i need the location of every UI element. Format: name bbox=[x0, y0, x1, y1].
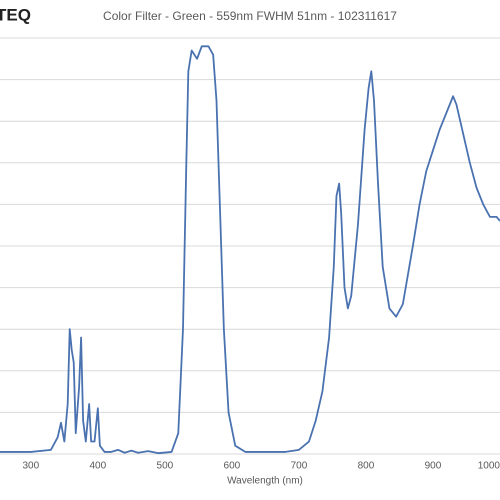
x-tick-label: 600 bbox=[224, 461, 241, 472]
x-tick-label: 900 bbox=[425, 461, 442, 472]
logo: TEQ bbox=[0, 5, 31, 24]
x-tick-label: 800 bbox=[358, 461, 375, 472]
x-tick-label: 300 bbox=[22, 461, 39, 472]
x-tick-label: 400 bbox=[90, 461, 107, 472]
spectrum-line bbox=[0, 45, 500, 455]
x-axis-title: Wavelength (nm) bbox=[227, 476, 303, 487]
x-tick-label: 700 bbox=[291, 461, 308, 472]
chart-title: Color Filter - Green - 559nm FWHM 51nm -… bbox=[103, 9, 397, 23]
x-tick-label: 1000 bbox=[478, 461, 500, 472]
x-tick-label: 500 bbox=[157, 461, 174, 472]
